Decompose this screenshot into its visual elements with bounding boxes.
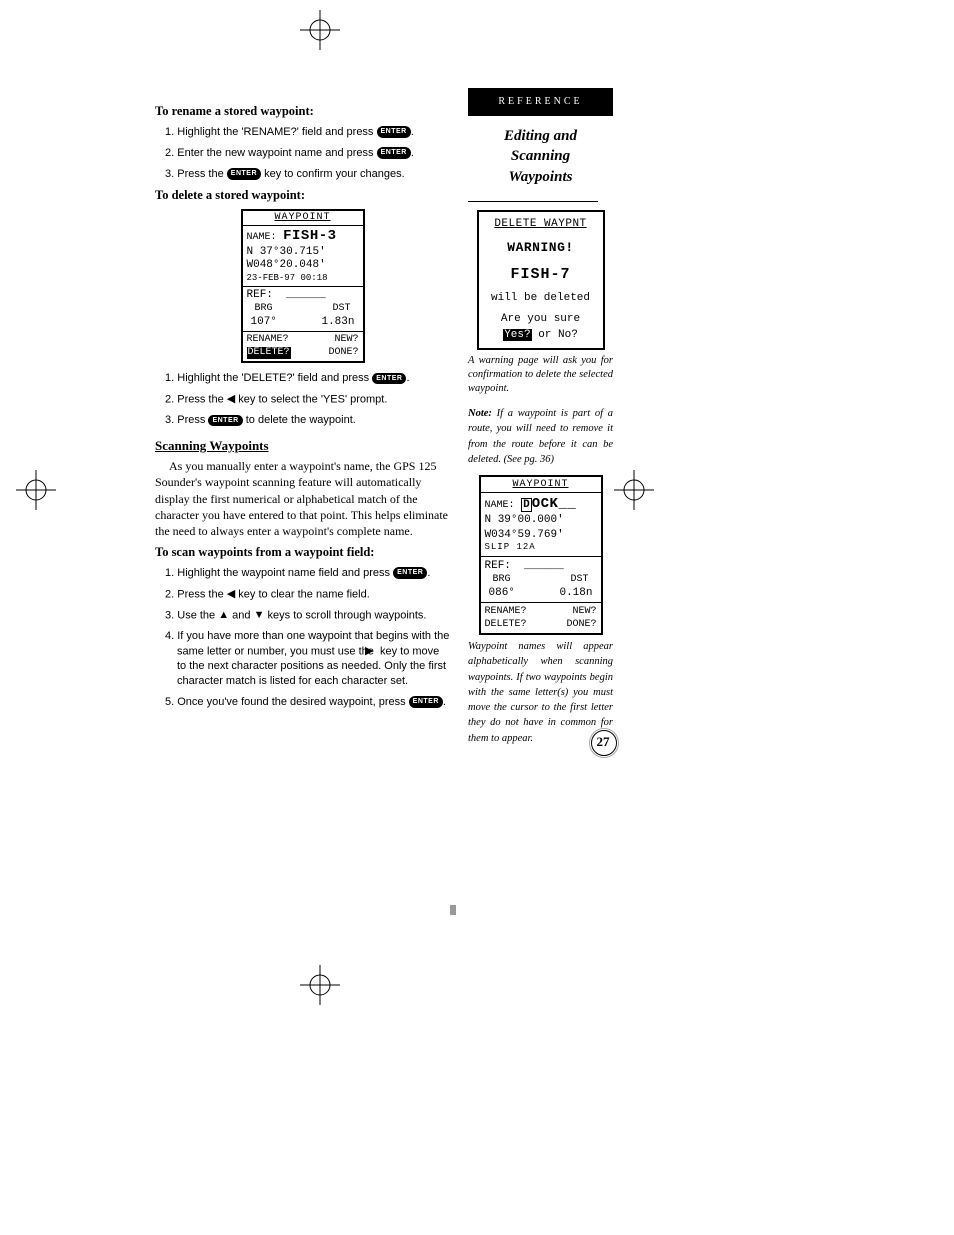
delete-step-2: 2. Press the ◀ key to select the 'YES' p…: [165, 392, 450, 407]
scan-step-1: 1. Highlight the waypoint name field and…: [165, 566, 450, 581]
enter-key-icon: ENTER: [393, 567, 427, 578]
delete-step-1: 1. Highlight the 'DELETE?' field and pre…: [165, 371, 450, 386]
rename-step-1: 1. Highlight the 'RENAME?' field and pre…: [165, 125, 450, 140]
enter-key-icon: ENTER: [208, 415, 242, 426]
delete-field-highlighted: DELETE?: [247, 347, 291, 360]
rename-heading: To rename a stored waypoint:: [155, 104, 450, 119]
reg-mark-left: [16, 470, 56, 510]
title-rule: [468, 201, 598, 202]
rename-step-2: 2. Enter the new waypoint name and press…: [165, 146, 450, 161]
scan-step-4: 4. If you have more than one waypoint th…: [165, 629, 450, 689]
enter-key-icon: ENTER: [409, 696, 443, 707]
delete-step-3: 3. Press ENTER to delete the waypoint.: [165, 413, 450, 428]
left-arrow-icon: ◀: [227, 392, 235, 407]
reference-label: REFERENCE: [468, 88, 613, 115]
cursor-char: D: [521, 498, 532, 512]
up-arrow-icon: ▲: [218, 608, 229, 623]
reg-mark-right: [614, 470, 654, 510]
yes-highlighted: Yes?: [503, 329, 531, 341]
enter-key-icon: ENTER: [372, 373, 406, 384]
lcd-waypoint-scan: WAYPOINT NAME: DOCK__ N 39°00.000' W034°…: [479, 475, 603, 635]
scanning-body: As you manually enter a waypoint's name,…: [141, 458, 450, 539]
lcd-delete-warning: DELETE WAYPNT WARNING! FISH-7 will be de…: [477, 210, 605, 350]
scan-step-3: 3. Use the ▲ and ▼ keys to scroll throug…: [165, 608, 450, 623]
left-arrow-icon: ◀: [227, 587, 235, 602]
reg-mark-top: [300, 10, 340, 50]
main-column: To rename a stored waypoint: 1. Highligh…: [155, 100, 450, 716]
down-arrow-icon: ▼: [254, 608, 265, 623]
scan-step-2: 2. Press the ◀ key to clear the name fie…: [165, 587, 450, 602]
enter-key-icon: ENTER: [227, 168, 261, 179]
rename-step-3: 3. Press the ENTER key to confirm your c…: [165, 167, 450, 182]
reg-mark-bottom: [300, 965, 340, 1005]
sidebar: REFERENCE Editing and Scanning Waypoints…: [468, 88, 613, 754]
page-title: Editing and Scanning Waypoints: [468, 115, 613, 201]
enter-key-icon: ENTER: [377, 126, 411, 137]
delete-heading: To delete a stored waypoint:: [155, 188, 450, 203]
scan-step-5: 5. Once you've found the desired waypoin…: [165, 695, 450, 710]
caption-warning: A warning page will ask you for confirma…: [468, 354, 613, 397]
scanning-heading: Scanning Waypoints: [155, 438, 450, 454]
scan-sub-heading: To scan waypoints from a waypoint field:: [155, 545, 450, 560]
grey-marker: [450, 905, 456, 915]
lcd-waypoint-1: WAYPOINT NAME: FISH-3 N 37°30.715' W048°…: [241, 209, 365, 364]
page-number: 27: [591, 730, 619, 758]
note-caption: Note: If a waypoint is part of a route, …: [468, 406, 613, 467]
enter-key-icon: ENTER: [377, 147, 411, 158]
